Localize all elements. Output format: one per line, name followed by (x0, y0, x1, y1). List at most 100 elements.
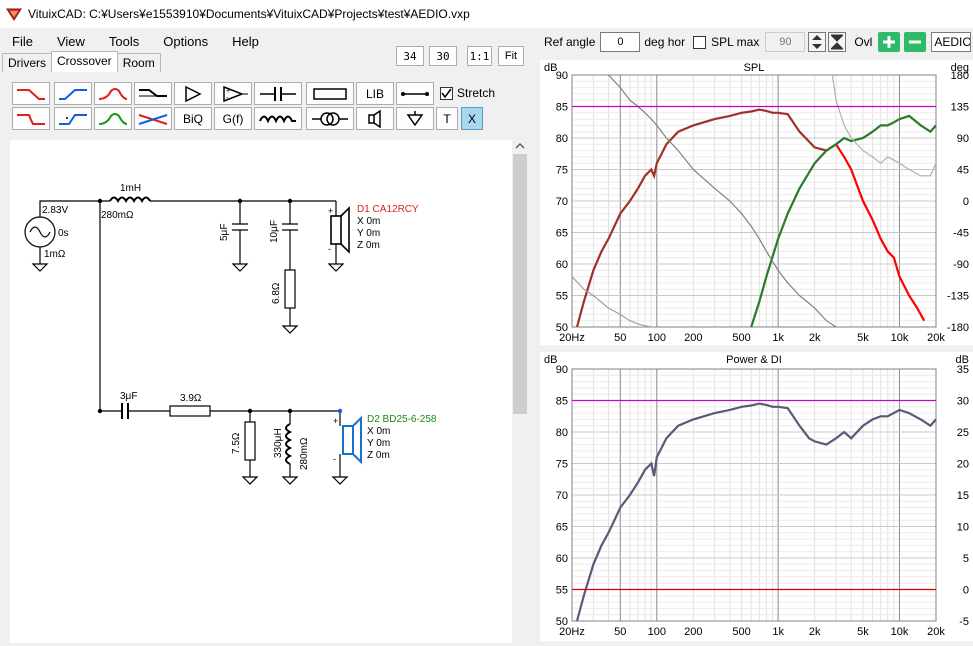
deg-hor-label: deg hor (644, 35, 686, 49)
inductor-l1-resistance-label: 280mΩ (101, 210, 134, 221)
driver-d2-y: Y 0m (367, 438, 390, 449)
tab-crossover[interactable]: Crossover (51, 51, 118, 72)
stretch-option[interactable]: Stretch (440, 86, 495, 100)
spl-y-tick-4: 70 (556, 196, 568, 208)
schematic-scrollbar[interactable] (512, 140, 528, 643)
lowpass-filter-button[interactable] (12, 82, 50, 105)
menu-options[interactable]: Options (163, 33, 209, 49)
power-y-tick-1: 85 (556, 396, 568, 408)
scroll-up-icon[interactable] (512, 140, 528, 152)
svg-text:-: - (328, 244, 331, 254)
tweeter-symbol[interactable] (342, 415, 362, 465)
buffer-triangle-icon (185, 85, 202, 102)
zoom-30-button[interactable]: 30 (429, 46, 457, 66)
text-button[interactable]: T (436, 107, 458, 130)
window-title: VituixCAD: C:¥Users¥e1553910¥Documents¥V… (28, 7, 470, 21)
spl-y-tick-0: 90 (556, 70, 568, 82)
spl-max-label: SPL max (711, 35, 760, 49)
spl-series-5 (571, 276, 652, 328)
ground-button[interactable] (396, 107, 434, 130)
fit-button[interactable]: Fit (498, 46, 524, 66)
menu-tools[interactable]: Tools (108, 33, 140, 49)
shelf-filter-button[interactable] (134, 82, 172, 105)
spl-x-tick-1: 50 (614, 332, 626, 344)
driver-select-field[interactable]: AEDIO (931, 32, 972, 52)
power-x-tick-8: 10k (891, 626, 909, 638)
menu-view[interactable]: View (56, 33, 85, 49)
spl-left-unit: dB (544, 62, 557, 74)
chart-toolbar: Ref angle 0 deg hor SPL max 90 Ovl AEDIO (536, 30, 972, 54)
opamp-button[interactable]: + - (214, 82, 252, 105)
buffer-button[interactable] (174, 82, 212, 105)
menu-file[interactable]: File (12, 33, 33, 49)
spl-right-unit: deg (951, 62, 969, 74)
spl-y2-tick-3: 45 (957, 165, 969, 177)
remove-overlay-button[interactable] (904, 32, 927, 52)
tab-room[interactable]: Room (116, 53, 161, 72)
crossover-filter-button[interactable] (134, 107, 172, 130)
power-x-tick-2: 100 (648, 626, 666, 638)
svg-text:+: + (226, 88, 230, 95)
spl-series-2 (750, 114, 937, 328)
bandpass-2-button[interactable] (94, 107, 132, 130)
crossover-icon (138, 113, 168, 125)
spl-y-tick-3: 75 (556, 165, 568, 177)
resistor-r2-label: 3.9Ω (180, 393, 202, 404)
spl-y2-tick-0: 180 (951, 70, 969, 82)
power-x-tick-9: 20k (927, 626, 945, 638)
stretch-label: Stretch (457, 86, 496, 100)
library-button[interactable]: LIB (356, 82, 394, 105)
spl-y2-tick-1: 135 (951, 102, 969, 114)
collapse-button[interactable] (828, 32, 847, 52)
power-y2-tick-7: 0 (963, 585, 969, 597)
biquad-button[interactable]: BiQ (174, 107, 212, 130)
scrollbar-thumb[interactable] (513, 154, 527, 414)
check-icon (441, 88, 452, 98)
power-x-tick-3: 200 (684, 626, 702, 638)
menu-help[interactable]: Help (232, 33, 259, 49)
driver-button[interactable] (356, 107, 394, 130)
resistor-button[interactable] (306, 82, 354, 105)
title-bar: VituixCAD: C:¥Users¥e1553910¥Documents¥V… (0, 0, 973, 28)
lowpass-2-button[interactable] (12, 107, 50, 130)
add-overlay-button[interactable] (878, 32, 901, 52)
spl-chart[interactable]: 90 85 80 75 70 65 60 55 50 180 135 90 45 0 -45 -90 -135 -… (540, 60, 973, 345)
power-left-unit: dB (544, 354, 557, 366)
zoom-1-1-button[interactable]: 1:1 (467, 46, 492, 66)
bandpass-filter-button[interactable] (94, 82, 132, 105)
schematic-canvas[interactable]: + - + - 2.83V 0s 1mΩ 1mH 280mΩ 5μF 10μF … (10, 140, 512, 643)
collapse-icon (831, 34, 844, 50)
shelf-icon (139, 88, 167, 97)
tab-drivers[interactable]: Drivers (2, 53, 52, 72)
wire-button[interactable] (396, 82, 434, 105)
power-y-tick-5: 65 (556, 522, 568, 534)
inductor-icon (259, 115, 296, 123)
ref-angle-input[interactable]: 0 (600, 32, 641, 52)
spl-max-checkbox[interactable] (693, 35, 707, 49)
zoom-34-button[interactable]: 34 (396, 46, 424, 66)
driver-d2-name[interactable]: D2 BD25-6-258 (367, 414, 437, 425)
spl-max-spinner[interactable] (808, 32, 827, 52)
minus-icon (909, 40, 922, 44)
resistor-r3-label: 7.5Ω (231, 432, 242, 454)
menu-bar: File View Tools Options Help (0, 30, 536, 52)
driver-d2-z: Z 0m (367, 450, 390, 461)
transfer-function-button[interactable]: G(f) (214, 107, 252, 130)
inductor-button[interactable] (254, 107, 302, 130)
spl-y2-tick-5: -45 (953, 228, 969, 240)
spl-x-tick-3: 200 (684, 332, 702, 344)
stretch-checkbox[interactable] (440, 86, 453, 100)
transformer-button[interactable] (306, 107, 354, 130)
power-x-tick-5: 1k (772, 626, 784, 638)
power-y2-tick-2: 25 (957, 427, 969, 439)
highpass-2-button[interactable] (54, 107, 92, 130)
spl-max-input[interactable]: 90 (765, 32, 806, 52)
delete-button[interactable]: X (461, 107, 483, 130)
spl-x-tick-8: 10k (891, 332, 909, 344)
driver-d1-name[interactable]: D1 CA12RCY (357, 204, 419, 215)
highpass-filter-button[interactable] (54, 82, 92, 105)
capacitor-button[interactable] (254, 82, 302, 105)
capacitor-c2-label: 10μF (269, 220, 280, 243)
spl-y-tick-2: 80 (556, 133, 568, 145)
